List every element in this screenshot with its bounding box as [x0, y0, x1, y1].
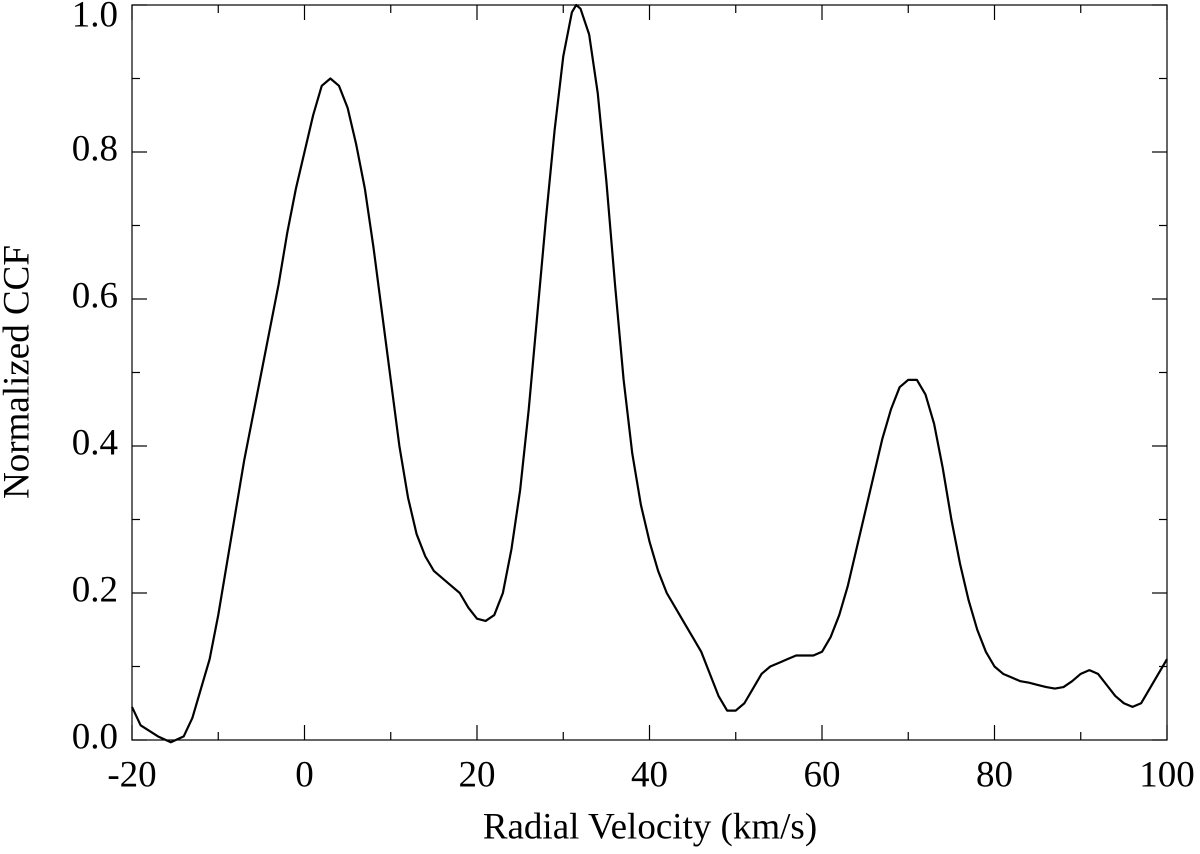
x-tick-label: -20 — [107, 754, 156, 795]
plot-frame — [131, 4, 1168, 741]
y-tick-label: 0.6 — [72, 275, 118, 316]
y-tick-label: 0.2 — [72, 569, 118, 610]
x-tick-label: 80 — [976, 754, 1013, 795]
y-tick-label: 0.4 — [72, 422, 118, 463]
y-tick-label: 0.0 — [72, 716, 118, 757]
x-tick-label: 60 — [804, 754, 841, 795]
x-tick-label: 0 — [295, 754, 314, 795]
x-axis-label: Radial Velocity (km/s) — [483, 806, 817, 847]
y-axis-label: Normalized CCF — [0, 245, 37, 499]
y-tick-label: 1.0 — [72, 0, 118, 35]
x-tick-label: 100 — [1139, 754, 1195, 795]
y-tick-label: 0.8 — [72, 128, 118, 169]
x-tick-label: 20 — [459, 754, 496, 795]
x-tick-label: 40 — [631, 754, 668, 795]
ccf-line — [131, 3, 1168, 744]
